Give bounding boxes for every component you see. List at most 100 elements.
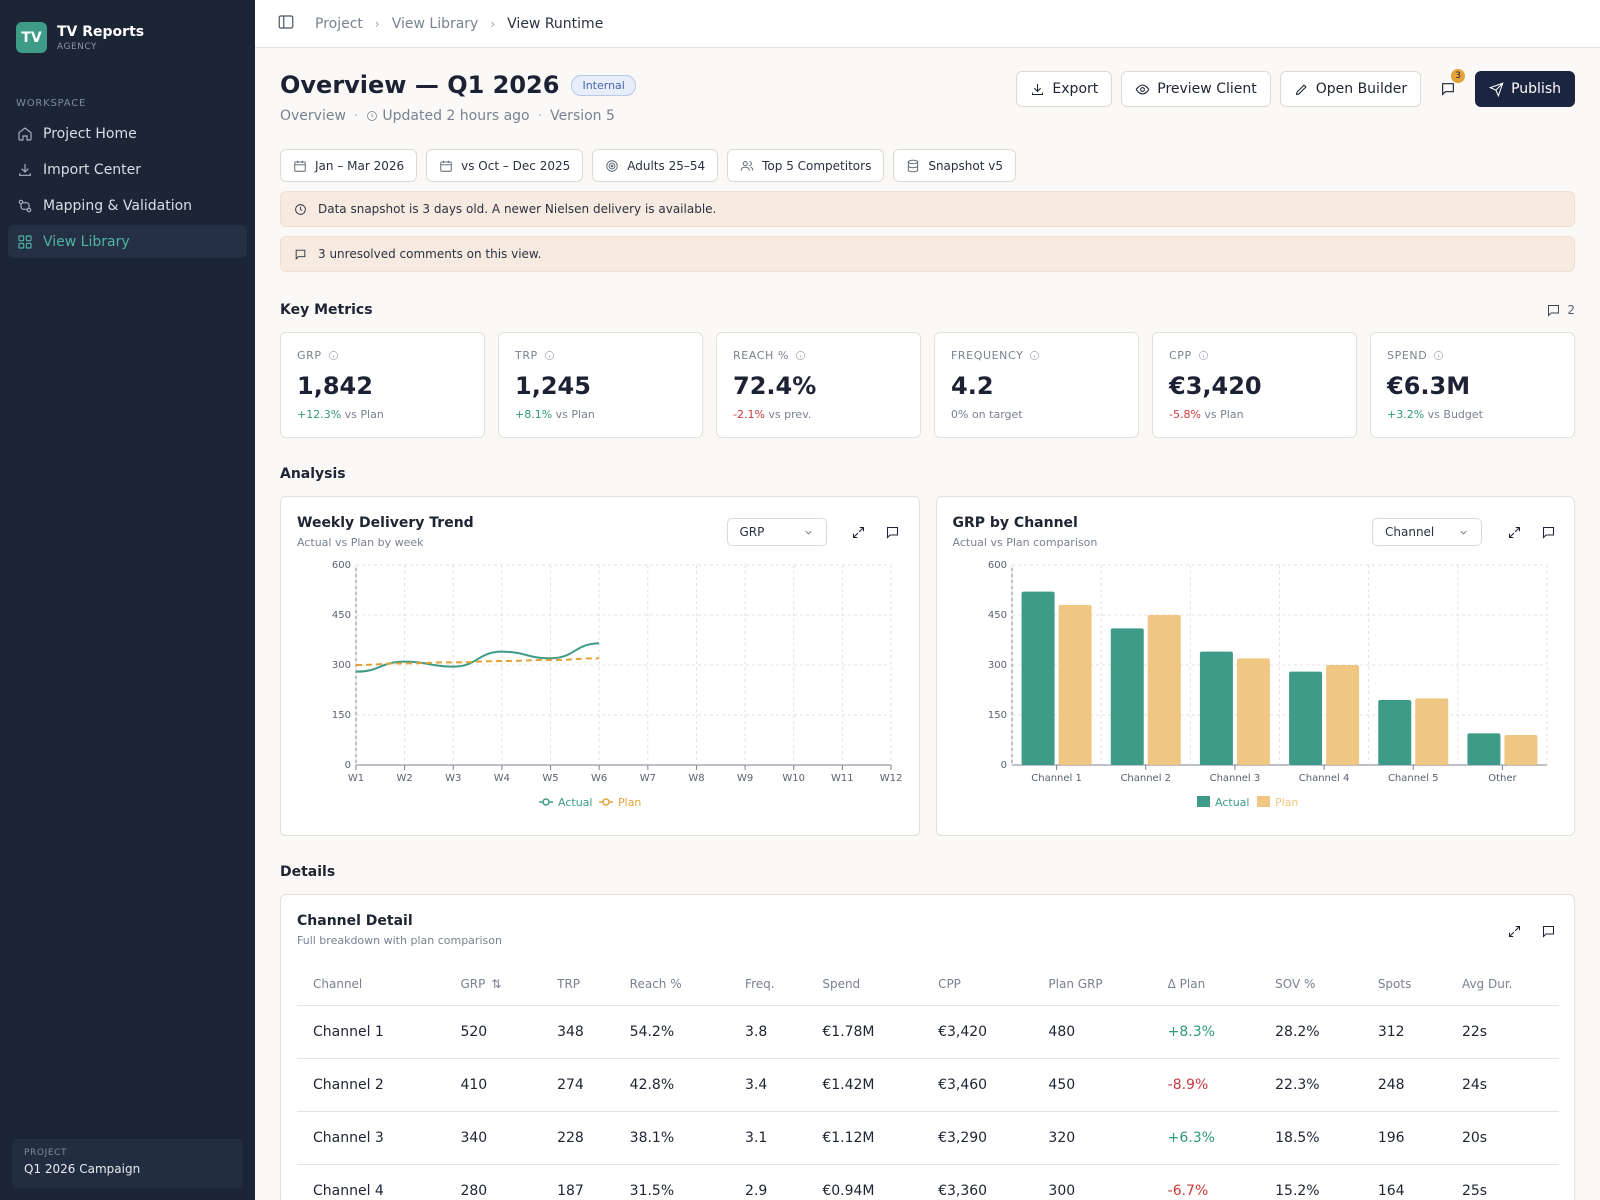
table-row[interactable]: Channel 3 340 228 38.1% 3.1 €1.12M €3,290 320 +6… xyxy=(297,1111,1559,1165)
sidebar-item-import-center[interactable]: Import Center xyxy=(8,153,247,186)
card-tools: GRP xyxy=(726,518,905,546)
x-tick-label: W2 xyxy=(397,773,413,784)
metric-delta: -5.8% vs Plan xyxy=(1169,408,1340,421)
column-header[interactable]: Channel xyxy=(297,963,445,1006)
column-header[interactable]: Spend xyxy=(806,963,923,1006)
clock-icon xyxy=(367,111,378,121)
info-icon[interactable] xyxy=(1433,350,1444,361)
competitors-filter[interactable]: Top 5 Competitors xyxy=(727,149,885,182)
comment-button[interactable] xyxy=(1536,520,1560,544)
column-header[interactable]: Plan GRP xyxy=(1032,963,1152,1006)
table-cell: 31.5% xyxy=(613,1164,730,1200)
grp-by-channel-chart: 0 150 300 450 600 Channel 1 Channel 2 Channel 3… xyxy=(987,560,1547,809)
app-org: AGENCY xyxy=(57,41,98,52)
metric-delta: -2.1% vs prev. xyxy=(733,408,904,421)
metric-delta: +8.1% vs Plan xyxy=(515,408,686,421)
bar-actual xyxy=(1199,651,1233,765)
table-cell: Channel 2 xyxy=(297,1058,445,1112)
table-cell: 340 xyxy=(444,1111,542,1165)
column-header-label: SOV % xyxy=(1275,976,1316,991)
comparison-filter[interactable]: vs Oct – Dec 2025 xyxy=(426,149,584,182)
metric-select[interactable]: GRP xyxy=(726,518,827,546)
bar-plan xyxy=(1236,658,1270,765)
table-cell: 25s xyxy=(1445,1164,1559,1200)
sidebar-item-mapping-validation[interactable]: Mapping & Validation xyxy=(8,189,247,222)
table-cell: Channel 4 xyxy=(297,1164,445,1200)
table-row[interactable]: Channel 4 280 187 31.5% 2.9 €0.94M €3,360 300 -6… xyxy=(297,1164,1559,1200)
table-cell: 15.2% xyxy=(1259,1164,1362,1200)
expand-button[interactable] xyxy=(1502,520,1526,544)
column-header[interactable]: SOV % xyxy=(1259,963,1362,1006)
publish-button[interactable]: Publish xyxy=(1475,71,1575,107)
info-icon[interactable] xyxy=(795,350,806,361)
card-title: Channel Detail xyxy=(297,913,413,929)
key-metrics-comments-button[interactable]: 2 xyxy=(1546,303,1575,318)
comments-badge: 3 xyxy=(1451,69,1466,83)
column-header[interactable]: Reach % xyxy=(613,963,730,1006)
column-header[interactable]: Δ Plan xyxy=(1151,963,1260,1006)
table-cell: 248 xyxy=(1361,1058,1446,1112)
y-tick-label: 0 xyxy=(1000,760,1006,771)
metric-delta: +12.3% vs Plan xyxy=(297,408,468,421)
expand-button[interactable] xyxy=(1502,919,1526,943)
audience-filter[interactable]: Adults 25–54 xyxy=(592,149,719,182)
metric-label: FREQUENCY xyxy=(951,349,1122,362)
comments-button[interactable]: 3 xyxy=(1430,69,1466,107)
y-tick-label: 300 xyxy=(987,660,1006,671)
info-icon[interactable] xyxy=(1029,350,1040,361)
metric-card-reach: REACH % 72.4% -2.1% vs prev. xyxy=(716,332,921,438)
column-header-label: Reach % xyxy=(629,976,682,991)
breadcrumb-project[interactable]: Project xyxy=(315,15,363,32)
snapshot-alert: Data snapshot is 3 days old. A newer Nie… xyxy=(280,191,1575,227)
column-header[interactable]: GRP ⇅ xyxy=(444,963,542,1006)
sidebar-item-label: Mapping & Validation xyxy=(43,197,193,214)
table-row[interactable]: Channel 1 520 348 54.2% 3.8 €1.78M €3,420 480 +8… xyxy=(297,1005,1559,1059)
expand-button[interactable] xyxy=(847,520,871,544)
sort-icon[interactable]: ⇅ xyxy=(491,976,502,991)
sidebar-item-project-home[interactable]: Project Home xyxy=(8,117,247,150)
metric-label-text: SPEND xyxy=(1387,349,1428,362)
card-title: Weekly Delivery Trend xyxy=(297,515,474,531)
column-header[interactable]: Freq. xyxy=(729,963,807,1006)
info-icon[interactable] xyxy=(328,350,339,361)
card-subtitle: Actual vs Plan by week xyxy=(297,536,424,549)
comment-button[interactable] xyxy=(1536,919,1560,943)
home-icon xyxy=(18,126,32,141)
sidebar-toggle-button[interactable] xyxy=(277,13,295,35)
table-cell: 22.3% xyxy=(1259,1058,1362,1112)
snapshot-filter[interactable]: Snapshot v5 xyxy=(893,149,1016,182)
table-cell: +8.3% xyxy=(1151,1005,1260,1059)
preview-client-button[interactable]: Preview Client xyxy=(1121,71,1271,107)
table-cell: 38.1% xyxy=(613,1111,730,1165)
builder-label: Open Builder xyxy=(1315,81,1408,97)
info-icon[interactable] xyxy=(544,350,555,361)
column-header-label: Avg Dur. xyxy=(1461,976,1513,991)
x-tick-label: Channel 4 xyxy=(1298,773,1349,784)
table-cell: €1.78M xyxy=(806,1005,923,1059)
open-builder-button[interactable]: Open Builder xyxy=(1279,71,1422,107)
table-cell: €3,420 xyxy=(922,1005,1033,1059)
dimension-select[interactable]: Channel xyxy=(1372,518,1482,546)
column-header[interactable]: TRP xyxy=(541,963,614,1006)
date-range-filter[interactable]: Jan – Mar 2026 xyxy=(280,149,418,182)
comment-icon xyxy=(886,526,899,539)
sidebar-item-view-library[interactable]: View Library xyxy=(8,225,247,258)
x-tick-label: Channel 3 xyxy=(1209,773,1260,784)
info-icon[interactable] xyxy=(1198,350,1209,361)
metric-value: 1,245 xyxy=(515,372,591,400)
legend-label: Actual xyxy=(558,796,592,809)
column-header[interactable]: CPP xyxy=(922,963,1033,1006)
x-tick-label: Channel 1 xyxy=(1031,773,1082,784)
table-cell: €3,360 xyxy=(922,1164,1033,1200)
project-switcher[interactable]: PROJECT Q1 2026 Campaign xyxy=(12,1139,243,1188)
column-header[interactable]: Avg Dur. xyxy=(1445,963,1559,1006)
comment-button[interactable] xyxy=(881,520,905,544)
table-cell: 320 xyxy=(1032,1111,1152,1165)
column-header[interactable]: Spots xyxy=(1361,963,1446,1006)
metric-delta: 0% on target xyxy=(951,408,1122,421)
breadcrumb-view-library[interactable]: View Library xyxy=(391,15,479,32)
metric-label: TRP xyxy=(515,349,686,362)
meta-separator: · xyxy=(353,108,359,124)
table-row[interactable]: Channel 2 410 274 42.8% 3.4 €1.42M €3,460 450 -8… xyxy=(297,1058,1559,1112)
export-button[interactable]: Export xyxy=(1016,71,1113,107)
